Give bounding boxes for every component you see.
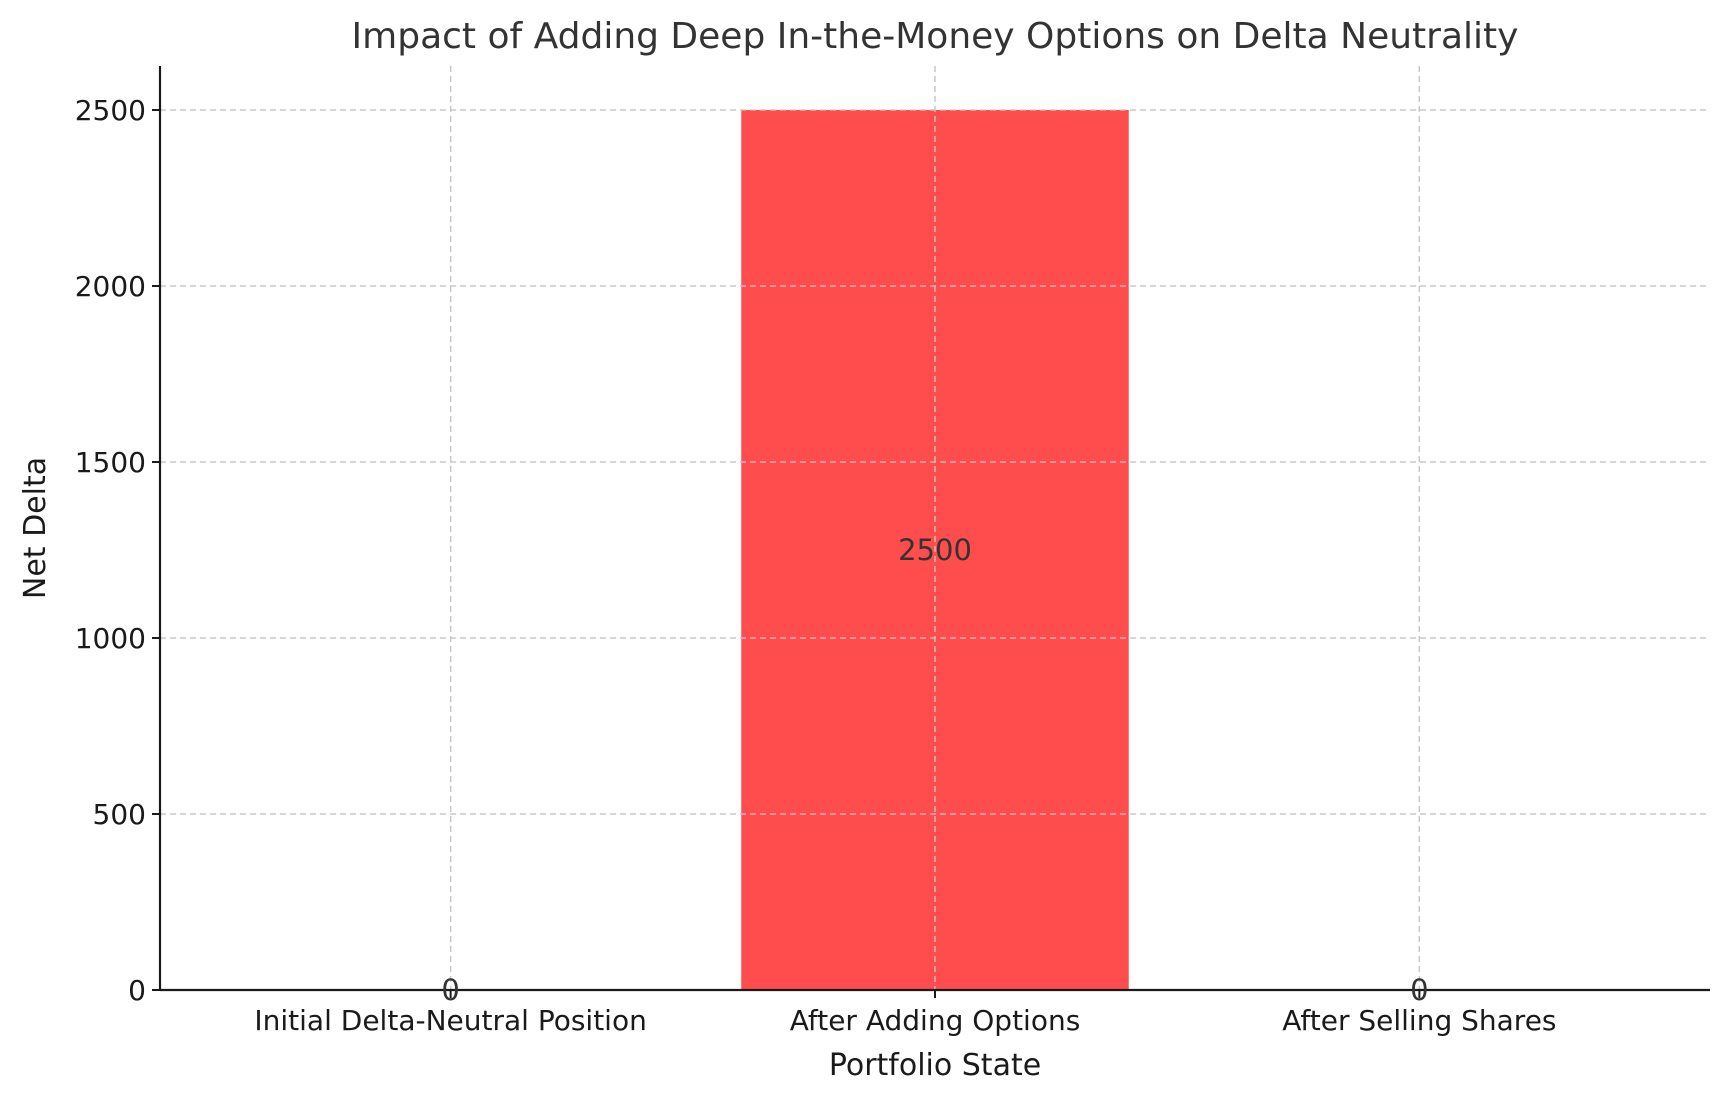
data-label: 2500 <box>898 533 972 567</box>
x-tick-label: After Selling Shares <box>1282 1004 1556 1037</box>
data-label: 0 <box>1410 973 1428 1007</box>
y-tick-label: 2000 <box>75 270 146 303</box>
y-tick-label: 0 <box>128 974 146 1007</box>
x-tick-label: Initial Delta-Neutral Position <box>254 1004 646 1037</box>
y-tick-label: 1500 <box>75 446 146 479</box>
data-label: 0 <box>441 973 459 1007</box>
y-tick-label: 500 <box>93 798 146 831</box>
bars <box>160 66 1710 991</box>
x-axis-title: Portfolio State <box>829 1048 1041 1083</box>
data-labels: 0 2500 0 <box>441 533 1428 1007</box>
chart-title: Impact of Adding Deep In-the-Money Optio… <box>352 16 1519 57</box>
y-tick-label: 2500 <box>75 94 146 127</box>
y-axis-ticks: 0 500 1000 1500 2000 2500 <box>75 94 160 1007</box>
x-tick-label: After Adding Options <box>790 1004 1081 1037</box>
y-tick-label: 1000 <box>75 622 146 655</box>
x-axis-ticks: Initial Delta-Neutral Position After Addi… <box>254 990 1557 1037</box>
y-axis-title: Net Delta <box>18 457 53 599</box>
